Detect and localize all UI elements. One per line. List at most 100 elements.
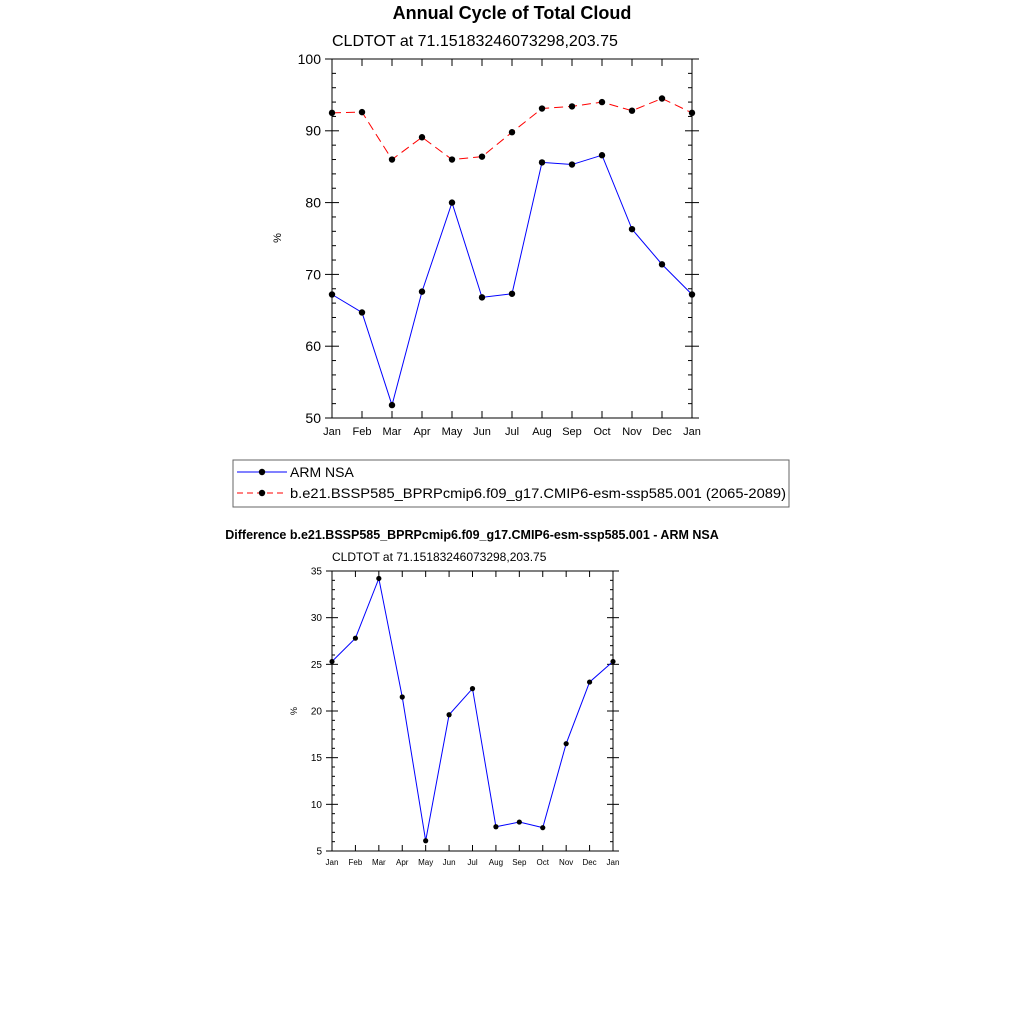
chart2-series-0-point (516, 819, 522, 825)
chart1-y-axis: 50 60 70 80 90 100 (298, 51, 699, 426)
chart1-series-0-point (388, 401, 396, 409)
chart2-x-tick-label: Jan (326, 858, 339, 867)
chart1-legend: ARM NSA b.e21.BSSP585_BPRPcmip6.f09_g17.… (232, 459, 790, 508)
chart1-x-axis: Jan Feb Mar Apr May Jun Jul Aug Sep Oct Nov Dec Jan (323, 59, 701, 438)
legend-marker-model (258, 489, 266, 497)
chart-annual-cycle: Annual Cycle of Total Cloud CLDTOT at 71… (232, 3, 790, 508)
chart1-x-tick-label: Jun (473, 426, 491, 438)
chart1-x-tick-label: Jan (323, 426, 341, 438)
chart1-x-tick-label: Nov (622, 426, 642, 438)
chart1-series-0-point (418, 288, 426, 295)
chart1-plot-frame (331, 58, 693, 419)
chart1-series-1-point (328, 109, 336, 117)
chart2-series-0-point (423, 838, 429, 844)
chart2-series-0-point (329, 658, 335, 665)
chart1-x-tick-label: Apr (413, 426, 430, 438)
chart1-series-1-point (508, 129, 516, 136)
chart1-x-tick-label: Sep (562, 426, 582, 438)
chart1-series-1-point (448, 156, 456, 163)
chart2-y-tick-label: 20 (311, 707, 323, 718)
chart1-series-0-point (598, 152, 606, 159)
chart1-series (328, 95, 696, 409)
chart1-series-0-point (568, 161, 576, 168)
chart2-y-tick-label: 10 (311, 800, 323, 811)
chart2-y-tick-label: 30 (311, 613, 323, 624)
chart1-series-1-point (568, 103, 576, 110)
chart1-series-0-point (628, 225, 636, 233)
chart2-series-0-point (610, 658, 616, 665)
chart2-series-0-point (586, 679, 593, 685)
chart1-y-tick-label: 80 (305, 195, 321, 211)
chart2-title: Difference b.e21.BSSP585_BPRPcmip6.f09_g… (225, 528, 719, 542)
chart-difference: Difference b.e21.BSSP585_BPRPcmip6.f09_g… (225, 528, 719, 867)
chart2-series-0-point (493, 824, 499, 830)
legend-box (232, 459, 790, 508)
chart2-ylabel: % (289, 707, 299, 715)
chart2-subtitle: CLDTOT at 71.15183246073298,203.75 (332, 550, 547, 564)
chart1-series-0-point (658, 261, 666, 268)
chart1-x-tick-label: Dec (652, 426, 672, 438)
chart1-series-0-point (358, 309, 366, 316)
legend-label-arm: ARM NSA (290, 464, 354, 480)
chart1-series-0-point (688, 291, 696, 298)
chart1-x-tick-label: Jan (683, 426, 701, 438)
chart1-subtitle: CLDTOT at 71.15183246073298,203.75 (332, 33, 618, 50)
chart2-x-tick-label: Jun (443, 858, 456, 867)
chart2-y-tick-label: 25 (311, 660, 323, 671)
chart1-series-1-point (598, 98, 606, 106)
chart1-y-tick-label: 70 (305, 266, 321, 282)
chart1-title: Annual Cycle of Total Cloud (393, 3, 632, 23)
chart1-x-tick-label: Oct (593, 426, 610, 438)
chart1-ylabel: % (272, 233, 284, 243)
chart1-y-tick-label: 60 (305, 338, 321, 354)
chart2-x-tick-label: May (418, 858, 433, 867)
chart2-x-tick-label: Apr (396, 858, 409, 867)
chart2-series-0-point (352, 635, 359, 641)
chart1-x-tick-label: Mar (383, 426, 402, 438)
chart2-x-tick-label: Mar (372, 858, 386, 867)
chart1-y-tick-label: 50 (305, 410, 321, 426)
chart2-series (329, 575, 616, 844)
chart1-x-tick-label: May (442, 426, 463, 438)
chart2-y-tick-label: 5 (316, 847, 322, 858)
chart2-y-tick-label: 35 (311, 567, 323, 578)
chart1-x-tick-label: Aug (532, 426, 552, 438)
chart2-x-tick-label: Feb (349, 858, 363, 867)
chart2-x-tick-label: Aug (489, 858, 503, 867)
chart2-series-0-point (563, 741, 569, 747)
chart1-series-1-point (688, 109, 696, 117)
chart1-series-1-point (628, 107, 636, 114)
chart1-x-tick-label: Feb (353, 426, 372, 438)
chart1-series-1-point (478, 153, 486, 160)
chart1-x-tick-label: Jul (505, 426, 519, 438)
chart1-series-1-point (358, 108, 366, 116)
chart2-plot-frame (331, 570, 614, 852)
chart2-series-0-point (376, 575, 382, 582)
chart1-series-0-point (328, 291, 336, 298)
chart2-series-0-point (469, 686, 476, 692)
chart2-x-tick-label: Jan (607, 858, 620, 867)
chart1-y-tick-label: 90 (305, 123, 321, 139)
chart2-x-tick-label: Jul (467, 858, 477, 867)
chart2-x-tick-label: Oct (537, 858, 550, 867)
chart2-series-0-point (540, 825, 546, 831)
chart2-series-line-0 (331, 576, 614, 841)
chart2-y-axis: 5 10 15 20 25 30 35 (311, 567, 619, 858)
chart1-series-1-point (538, 105, 546, 112)
chart1-series-line-0 (331, 154, 693, 407)
chart1-series-0-point (508, 290, 516, 297)
chart1-series-1-point (388, 156, 396, 163)
chart2-x-tick-label: Dec (582, 858, 596, 867)
legend-label-model: b.e21.BSSP585_BPRPcmip6.f09_g17.CMIP6-es… (290, 485, 786, 501)
chart1-series-1-point (418, 134, 426, 141)
chart2-series-0-point (446, 712, 452, 718)
chart2-y-tick-label: 15 (311, 753, 323, 764)
chart1-series-0-point (538, 159, 546, 166)
legend-marker-arm (258, 468, 266, 476)
chart2-x-tick-label: Sep (512, 858, 527, 867)
chart1-series-line-1 (331, 97, 693, 161)
chart1-series-0-point (448, 199, 456, 206)
chart1-series-0-point (478, 294, 486, 301)
chart2-series-0-point (399, 694, 405, 700)
